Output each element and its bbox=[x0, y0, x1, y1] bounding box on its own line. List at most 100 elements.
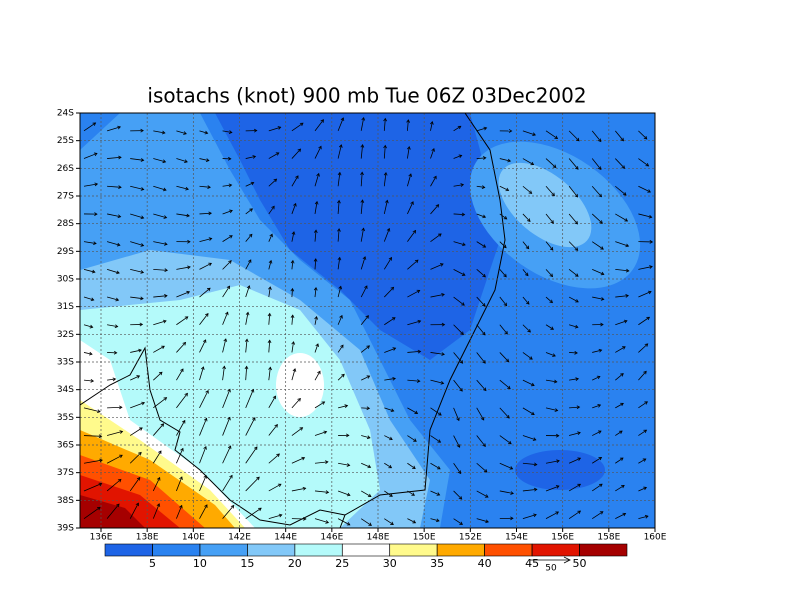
wind-arrow-head bbox=[227, 388, 231, 393]
wind-arrow-head bbox=[180, 447, 184, 452]
wind-arrow-head bbox=[552, 164, 557, 169]
wind-arrow-head bbox=[203, 417, 208, 422]
wind-arrow-head bbox=[389, 493, 393, 497]
wind-arrow-head bbox=[118, 185, 122, 190]
wind-arrow bbox=[314, 431, 327, 436]
wind-arrow-head bbox=[314, 315, 318, 320]
wind-arrow bbox=[199, 185, 211, 188]
wind-arrow-head bbox=[119, 430, 124, 434]
wind-arrow bbox=[314, 490, 329, 493]
wind-arrow bbox=[176, 393, 188, 409]
wind-arrow-head bbox=[291, 341, 296, 345]
wind-arrow-head bbox=[647, 189, 651, 193]
wind-arrow-head bbox=[552, 353, 556, 357]
wind-arrow bbox=[430, 407, 442, 416]
wind-arrow bbox=[638, 185, 651, 193]
wind-arrow-head bbox=[361, 116, 366, 121]
wind-arrow bbox=[337, 374, 345, 381]
wind-arrow bbox=[361, 462, 371, 468]
wind-arrow-head bbox=[91, 269, 96, 274]
wind-arrow bbox=[129, 452, 142, 464]
colorbar-box bbox=[389, 543, 438, 557]
wind-arrow bbox=[568, 324, 578, 328]
wind-arrow bbox=[245, 234, 253, 242]
wind-arrow-head bbox=[457, 125, 462, 130]
wind-arrow bbox=[245, 259, 252, 270]
wind-arrow bbox=[222, 130, 232, 133]
wind-arrow-head bbox=[625, 243, 630, 248]
wind-arrow-head bbox=[301, 456, 306, 461]
wind-arrow-head bbox=[93, 152, 98, 157]
wind-arrow bbox=[407, 462, 416, 469]
wind-arrow bbox=[638, 291, 652, 298]
lat-label: 39S bbox=[57, 524, 74, 534]
wind-arrow bbox=[615, 485, 625, 492]
lat-label: 34S bbox=[57, 385, 74, 395]
wind-arrow-head bbox=[316, 172, 320, 177]
wind-arrow bbox=[453, 296, 465, 306]
wind-arrow-head bbox=[508, 440, 512, 445]
wind-arrow bbox=[222, 285, 230, 298]
wind-arrow-head bbox=[459, 521, 463, 525]
wind-arrow-head bbox=[458, 154, 463, 158]
wind-arrow bbox=[545, 241, 554, 251]
wind-arrow bbox=[545, 379, 557, 383]
wind-arrow bbox=[384, 317, 396, 326]
shade-area bbox=[215, 113, 500, 360]
wind-arrow bbox=[106, 454, 123, 464]
wind-arrow-head bbox=[313, 258, 318, 262]
wind-arrow-head bbox=[227, 445, 232, 450]
wind-arrow bbox=[638, 371, 647, 381]
wind-arrow-head bbox=[457, 470, 462, 475]
wind-arrow-head bbox=[117, 125, 121, 130]
wind-arrow bbox=[545, 407, 558, 411]
wind-arrow bbox=[314, 258, 317, 270]
wind-arrow-head bbox=[97, 506, 101, 511]
wind-arrow-head bbox=[621, 165, 626, 169]
wind-arrow bbox=[476, 127, 487, 132]
wind-arrow-head bbox=[482, 244, 487, 248]
wind-arrow bbox=[176, 266, 191, 270]
wind-arrow-head bbox=[620, 137, 624, 142]
wind-arrow-head bbox=[117, 214, 122, 219]
wind-arrow-head bbox=[413, 438, 417, 442]
wind-arrow bbox=[638, 158, 649, 167]
wind-arrow bbox=[291, 260, 294, 270]
wind-arrow-head bbox=[366, 375, 371, 379]
wind-arrow bbox=[222, 235, 233, 242]
wind-arrow bbox=[638, 401, 648, 409]
wind-arrow-head bbox=[248, 233, 253, 238]
wind-arrow bbox=[360, 490, 372, 497]
wind-arrow bbox=[522, 269, 529, 276]
wind-arrow bbox=[337, 490, 351, 496]
wind-arrow bbox=[107, 324, 118, 328]
wind-arrow-head bbox=[390, 521, 394, 525]
wind-arrow-head bbox=[99, 458, 103, 463]
wind-arrow bbox=[222, 210, 233, 215]
wind-arrow bbox=[591, 158, 602, 170]
wind-arrow-head bbox=[386, 227, 391, 232]
wind-arrow-head bbox=[507, 385, 511, 390]
wind-arrow-head bbox=[244, 338, 249, 343]
wind-arrow bbox=[499, 462, 513, 470]
wind-arrow-head bbox=[643, 486, 648, 491]
wind-arrow-head bbox=[204, 504, 208, 508]
wind-arrow bbox=[545, 324, 554, 330]
wind-arrow-head bbox=[390, 408, 395, 413]
wind-arrow bbox=[499, 379, 511, 389]
wind-arrow-head bbox=[554, 135, 559, 139]
colorbar: 5 10 15 20 25 30 35 40 45 50 bbox=[104, 543, 628, 570]
wind-arrow-head bbox=[227, 416, 231, 421]
wind-arrow-head bbox=[461, 272, 466, 276]
wind-arrow bbox=[176, 476, 183, 492]
wind-arrow-head bbox=[115, 297, 120, 302]
wind-arrow-head bbox=[647, 290, 652, 295]
wind-arrow bbox=[615, 513, 626, 520]
wind-arrow-head bbox=[461, 212, 466, 217]
wind-arrow-head bbox=[576, 405, 581, 410]
wind-arrow bbox=[83, 183, 98, 187]
wind-arrow-head bbox=[533, 462, 538, 467]
wind-arrow-head bbox=[299, 122, 304, 127]
wind-arrow-head bbox=[456, 417, 460, 422]
wind-arrow-head bbox=[482, 443, 486, 447]
